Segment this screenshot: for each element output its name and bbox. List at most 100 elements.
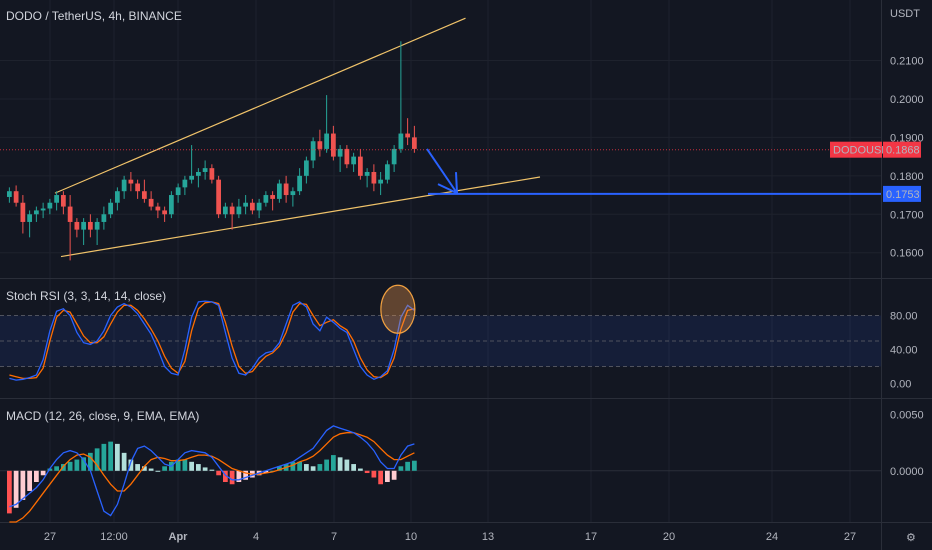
stoch-rsi-header: Stoch RSI (3, 3, 14, 14, close) (6, 289, 167, 303)
current-price-symbol-tag (830, 141, 882, 158)
settings-gear-icon[interactable]: ⚙ (906, 532, 916, 544)
macd-histogram-bar (135, 464, 140, 471)
candle-body (148, 198, 154, 207)
candle-body (13, 191, 19, 203)
time-axis-tick: 20 (663, 531, 675, 543)
candle-body (371, 171, 377, 184)
macd-histogram-bar (216, 470, 221, 476)
candle-body (54, 195, 59, 203)
candle-body (250, 202, 255, 211)
highlight-circle (380, 284, 416, 334)
time-axis-tick: 12:00 (100, 531, 128, 543)
symbol-header: DODO / TetherUS, 4h, BINANCE (6, 9, 182, 23)
macd-histogram-bar (142, 466, 147, 471)
macd-histogram-bar (155, 470, 161, 472)
candle-body (108, 202, 113, 215)
time-axis-tick: 7 (331, 531, 337, 543)
macd-histogram-bar (290, 461, 296, 471)
price-axis-tick: 0.2000 (890, 94, 924, 106)
candle-body (277, 183, 282, 199)
candle-body (297, 175, 302, 192)
candle-body (412, 137, 417, 149)
candle-body (7, 191, 12, 197)
macd-histogram-bar (7, 470, 12, 514)
macd-histogram-bar (277, 466, 282, 471)
candle-body (182, 179, 188, 188)
candle-body (324, 133, 329, 149)
macd-histogram-bar (88, 452, 93, 471)
current-price-symbol-label: DODOUSDT (833, 145, 896, 157)
candle-body (358, 156, 363, 176)
candle-body (256, 202, 262, 211)
macd-histogram-bar (223, 470, 228, 482)
candle-body (196, 171, 201, 176)
macd-histogram-bar (385, 470, 390, 482)
macd-histogram-bar (324, 459, 329, 471)
candle-body (121, 179, 127, 192)
candle-body (115, 191, 120, 203)
time-axis-tick: 24 (766, 531, 778, 543)
candle-body (331, 133, 336, 157)
candle-body (270, 195, 275, 199)
candle-body (27, 214, 32, 222)
macd-histogram-bar (128, 459, 134, 471)
macd-axis-tick: 0.0050 (890, 410, 924, 422)
target-price-tag (883, 185, 921, 202)
candle-body (142, 191, 147, 199)
macd-histogram-bar (243, 470, 248, 480)
time-axis-tick: 13 (482, 531, 494, 543)
macd-histogram-bar (304, 464, 309, 471)
macd-histogram-bar (27, 470, 32, 491)
macd-histogram-bar (371, 470, 377, 478)
macd-histogram-bar (54, 466, 59, 471)
stoch-k-line (9, 300, 415, 381)
macd-histogram-bar (108, 441, 113, 471)
candle-body (189, 175, 194, 180)
candle-body (391, 148, 397, 165)
macd-histogram-bar (344, 459, 350, 471)
macd-histogram-bar (317, 464, 323, 471)
macd-histogram-bar (148, 468, 154, 471)
macd-line (9, 425, 415, 517)
candle-body (67, 206, 73, 222)
macd-histogram-bar (378, 470, 383, 485)
macd-histogram-bar (61, 464, 66, 471)
candle-body (81, 221, 86, 230)
macd-histogram-bar (337, 457, 343, 471)
candle-body (263, 195, 269, 203)
current-price-value-label: 0.1868 (886, 145, 920, 157)
candle-body (88, 221, 93, 230)
macd-histogram-bar (229, 470, 235, 485)
price-axis-tick: 0.1700 (890, 209, 924, 221)
macd-histogram-bar (34, 470, 39, 482)
macd-header: MACD (12, 26, close, 9, EMA, EMA) (6, 409, 200, 423)
candle-body (351, 156, 356, 165)
stoch-axis-tick: 80.00 (890, 311, 918, 323)
candle-body (47, 202, 53, 209)
time-axis-tick: 4 (253, 531, 259, 543)
candle-body (236, 206, 242, 215)
target-price-label: 0.1753 (886, 189, 920, 201)
candle-body (175, 187, 181, 196)
candle-body (61, 195, 66, 207)
macd-histogram-bar (74, 459, 80, 471)
macd-histogram-bar (81, 457, 86, 471)
candle-body (135, 183, 140, 192)
stoch-axis-tick: 0.00 (890, 379, 911, 391)
macd-histogram-bar (67, 461, 73, 471)
price-axis-tick: 0.2100 (890, 56, 924, 68)
macd-histogram-bar (182, 459, 188, 471)
candle-body (344, 148, 350, 165)
macd-axis-tick: 0.0000 (890, 466, 924, 478)
candle-body (243, 202, 248, 207)
macd-histogram-bar (196, 464, 201, 471)
macd-histogram-bar (13, 470, 19, 508)
macd-histogram-bar (115, 443, 120, 471)
stoch-axis-tick: 40.00 (890, 345, 918, 357)
macd-histogram-bar (351, 464, 356, 471)
macd-histogram-bar (209, 469, 215, 471)
macd-histogram-bar (398, 466, 404, 471)
price-axis-tick: 0.1600 (890, 248, 924, 260)
macd-histogram-bar (391, 470, 397, 480)
